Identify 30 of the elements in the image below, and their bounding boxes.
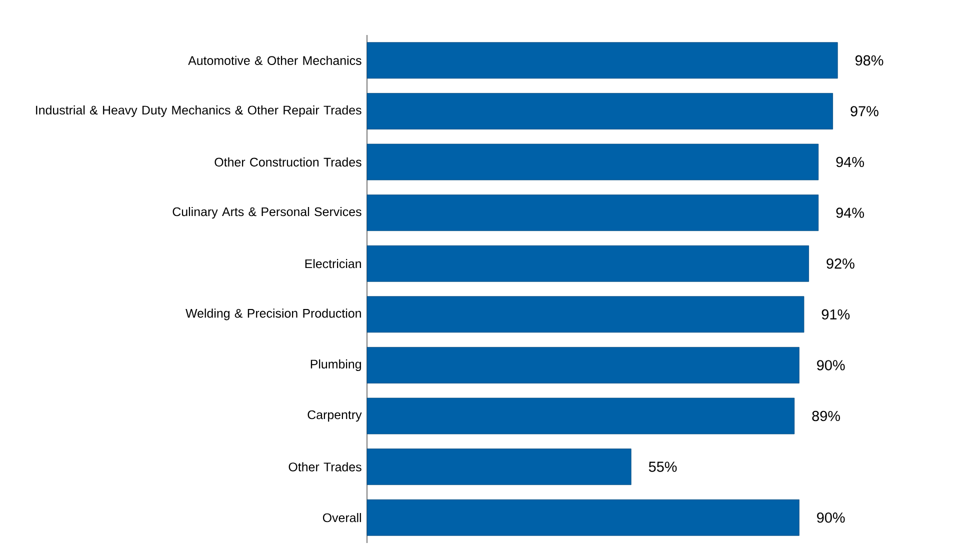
data-label: 97% — [850, 106, 878, 116]
data-label: 94% — [836, 208, 864, 218]
data-label: 91% — [822, 309, 850, 320]
data-label: 89% — [812, 410, 840, 422]
y-tick-label: Industrial & Heavy Duty Mechanics & Other Repair Trades — [36, 105, 362, 117]
bar — [366, 194, 819, 232]
bar — [366, 42, 838, 79]
y-tick-label: Carpentry — [308, 410, 362, 422]
bar — [366, 499, 800, 536]
data-label: 90% — [817, 512, 845, 523]
y-tick-label: Other Trades — [288, 462, 362, 472]
data-label: 55% — [648, 462, 677, 472]
bar — [366, 296, 804, 333]
bar — [366, 398, 795, 434]
y-tick-label: Automotive & Other Mechanics — [188, 56, 362, 65]
bar — [366, 245, 809, 282]
y-tick-label: Culinary Arts & Personal Services — [172, 206, 362, 219]
y-tick-label: Welding & Precision Production — [186, 308, 361, 320]
bar — [366, 448, 632, 486]
data-label: 90% — [817, 360, 845, 370]
y-tick-label: Electrician — [305, 259, 361, 268]
data-label: 98% — [855, 55, 884, 66]
y-tick-label: Other Construction Trades — [214, 157, 362, 167]
bar — [366, 144, 819, 180]
y-tick-label: Overall — [322, 513, 361, 522]
data-label: 92% — [826, 258, 854, 269]
bar — [366, 347, 800, 384]
bar — [366, 93, 833, 130]
y-tick-label: Plumbing — [310, 359, 361, 372]
data-label: 94% — [836, 156, 864, 168]
